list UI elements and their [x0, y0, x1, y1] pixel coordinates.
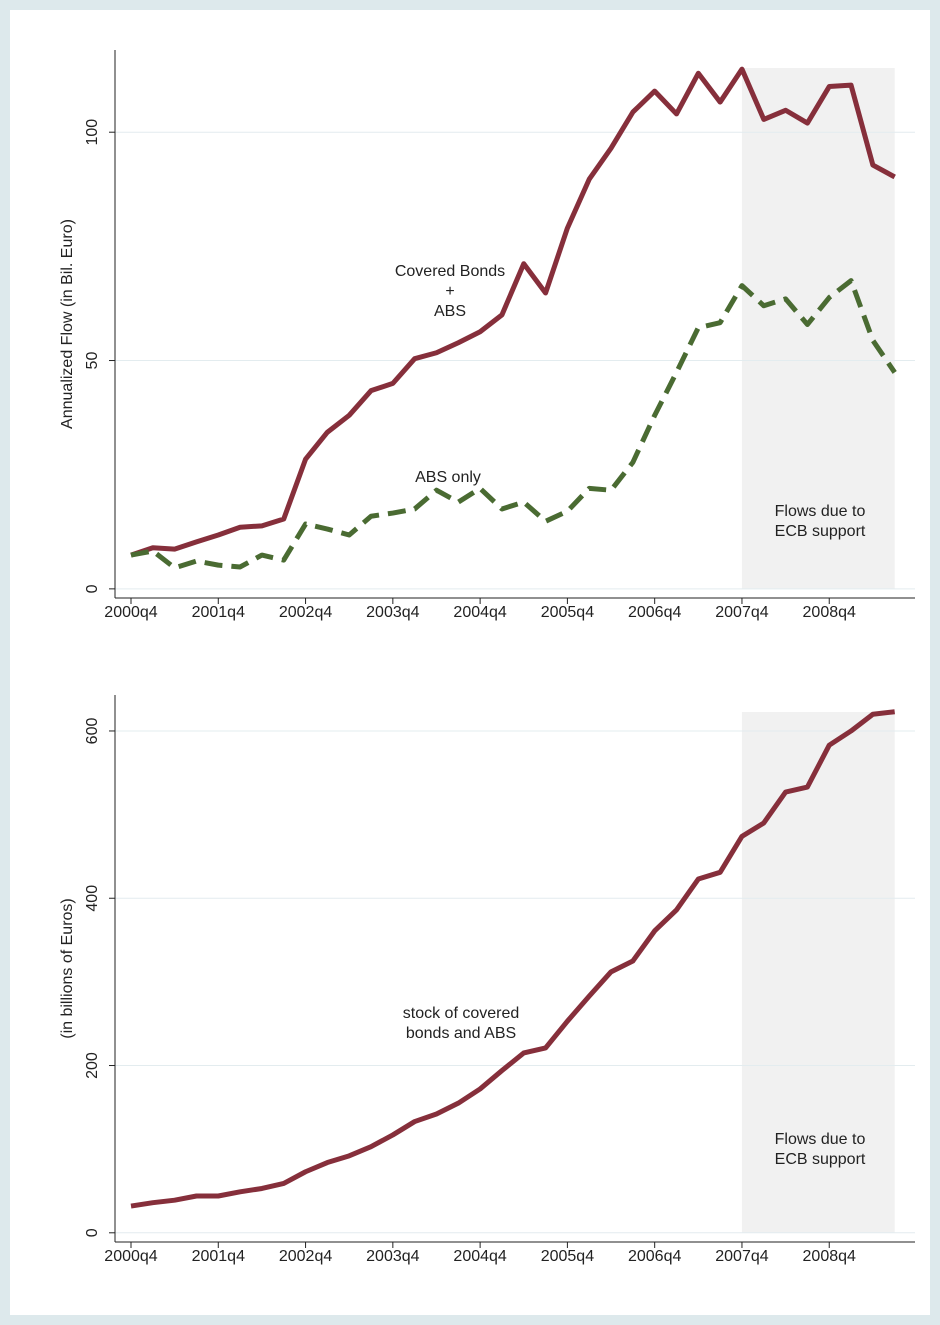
y-tick-label: 200	[84, 1052, 101, 1079]
y-tick-label: 0	[84, 1228, 101, 1237]
data-line	[130, 709, 895, 1209]
annotation: Covered Bonds	[395, 263, 505, 280]
data-line	[130, 278, 897, 571]
x-tick-label: 2005q4	[541, 1248, 594, 1265]
annotation: bonds and ABS	[406, 1025, 516, 1042]
x-tick-label: 2008q4	[803, 604, 856, 621]
x-tick-label: 2000q4	[104, 604, 157, 621]
x-tick-label: 2008q4	[803, 1248, 856, 1265]
x-tick-label: 2003q4	[366, 1248, 419, 1265]
shaded-region	[741, 712, 895, 1233]
x-tick-label: 2001q4	[192, 1248, 245, 1265]
y-tick-label: 100	[84, 119, 101, 146]
x-tick-label: 2006q4	[628, 604, 681, 621]
x-tick-label: 2007q4	[715, 1248, 768, 1265]
shade-label: ECB support	[775, 523, 866, 540]
y-tick-label: 400	[84, 885, 101, 912]
annotation: ABS only	[415, 469, 481, 486]
y-tick-label: 50	[84, 352, 101, 370]
annotation: +	[445, 283, 454, 300]
annotation: stock of covered	[403, 1005, 520, 1022]
y-tick-label: 600	[84, 718, 101, 745]
x-tick-label: 2003q4	[366, 604, 419, 621]
shade-label: Flows due to	[775, 503, 866, 520]
x-tick-label: 2007q4	[715, 604, 768, 621]
shade-label: ECB support	[775, 1151, 866, 1168]
y-axis-title: Annualized Flow (in Bil. Euro)	[59, 219, 76, 429]
x-tick-label: 2002q4	[279, 1248, 332, 1265]
annotation: ABS	[434, 303, 466, 320]
y-tick-label: 0	[84, 584, 101, 593]
x-tick-label: 2000q4	[104, 1248, 157, 1265]
shade-label: Flows due to	[775, 1131, 866, 1148]
y-axis-title: (in billions of Euros)	[59, 898, 76, 1039]
x-tick-label: 2005q4	[541, 604, 594, 621]
x-tick-label: 2004q4	[453, 1248, 506, 1265]
x-tick-label: 2004q4	[453, 604, 506, 621]
x-tick-label: 2001q4	[192, 604, 245, 621]
data-line	[130, 66, 896, 558]
x-tick-label: 2006q4	[628, 1248, 681, 1265]
x-tick-label: 2002q4	[279, 604, 332, 621]
